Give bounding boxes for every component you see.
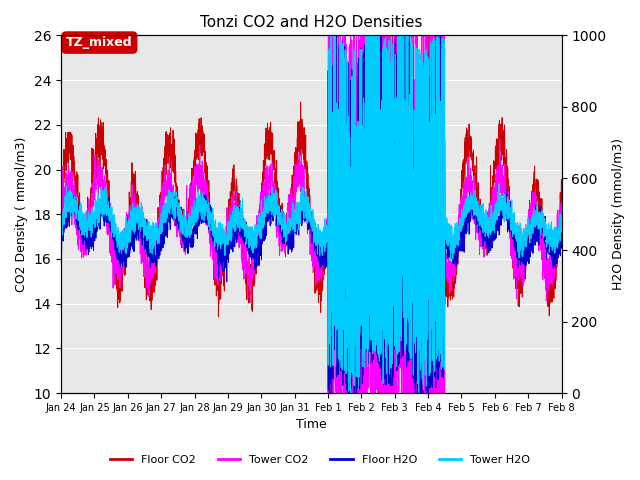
Title: Tonzi CO2 and H2O Densities: Tonzi CO2 and H2O Densities xyxy=(200,15,422,30)
Floor CO2 xyxy=(591,163,598,169)
Tower H2O xyxy=(57,222,65,228)
Y-axis label: H2O Density (mmol/m3): H2O Density (mmol/m3) xyxy=(612,138,625,290)
X-axis label: Time: Time xyxy=(296,419,326,432)
Floor H2O xyxy=(326,390,333,396)
Floor CO2 xyxy=(541,237,548,243)
Floor H2O xyxy=(591,217,599,223)
Y-axis label: CO2 Density ( mmol/m3): CO2 Density ( mmol/m3) xyxy=(15,136,28,292)
Floor CO2 xyxy=(380,33,388,38)
Floor H2O xyxy=(206,202,214,208)
Floor CO2 xyxy=(390,82,397,87)
Tower CO2 xyxy=(57,211,65,217)
Tower H2O xyxy=(541,223,548,229)
Tower H2O xyxy=(347,390,355,396)
Tower H2O xyxy=(206,217,214,223)
Floor H2O xyxy=(366,33,374,38)
Floor H2O xyxy=(380,299,388,305)
Floor H2O xyxy=(390,48,397,54)
Floor CO2 xyxy=(334,390,342,396)
Text: TZ_mixed: TZ_mixed xyxy=(66,36,132,49)
Line: Tower CO2: Tower CO2 xyxy=(61,36,595,393)
Tower CO2 xyxy=(172,198,179,204)
Line: Tower H2O: Tower H2O xyxy=(61,36,595,393)
Floor CO2 xyxy=(172,183,179,189)
Tower CO2 xyxy=(390,390,397,396)
Tower H2O xyxy=(591,214,598,220)
Tower H2O xyxy=(327,33,335,38)
Tower H2O xyxy=(380,45,388,50)
Floor H2O xyxy=(541,240,548,246)
Tower CO2 xyxy=(591,181,598,187)
Tower CO2 xyxy=(380,103,388,108)
Tower H2O xyxy=(591,214,599,220)
Floor CO2 xyxy=(206,210,214,216)
Floor H2O xyxy=(57,256,65,262)
Line: Floor CO2: Floor CO2 xyxy=(61,36,595,393)
Tower CO2 xyxy=(324,390,332,396)
Tower CO2 xyxy=(591,199,599,204)
Tower CO2 xyxy=(541,253,548,259)
Tower CO2 xyxy=(206,227,214,233)
Floor CO2 xyxy=(327,33,335,38)
Legend: Floor CO2, Tower CO2, Floor H2O, Tower H2O: Floor CO2, Tower CO2, Floor H2O, Tower H… xyxy=(105,451,535,469)
Tower CO2 xyxy=(324,33,332,38)
Floor CO2 xyxy=(57,189,65,195)
Floor H2O xyxy=(591,239,598,245)
Floor H2O xyxy=(172,211,179,217)
Floor CO2 xyxy=(591,168,599,174)
Tower H2O xyxy=(390,37,397,43)
Tower H2O xyxy=(172,201,179,207)
Line: Floor H2O: Floor H2O xyxy=(61,36,595,393)
